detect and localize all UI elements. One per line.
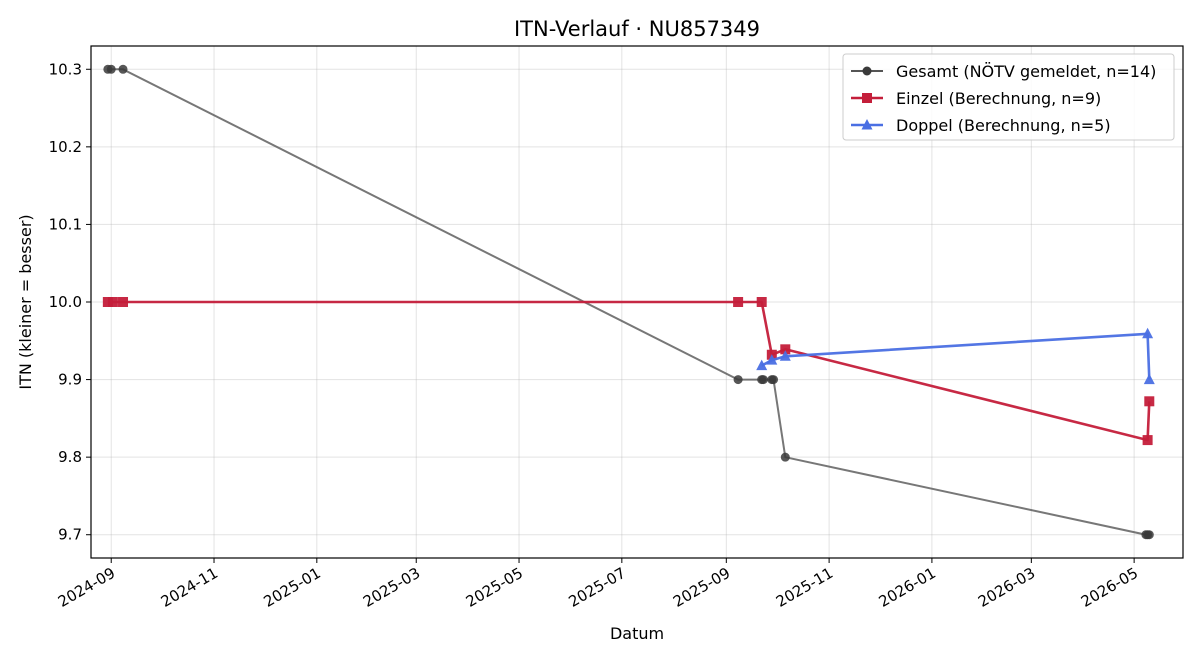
x-tick-label: 2025-05 (463, 564, 526, 611)
x-tick-label: 2025-09 (670, 564, 733, 611)
y-tick-label: 10.3 (49, 60, 82, 78)
x-tick-label: 2025-07 (566, 564, 629, 611)
legend-label-gesamt: Gesamt (NÖTV gemeldet, n=14) (896, 62, 1156, 81)
x-axis-label: Datum (610, 624, 664, 643)
x-tick-label: 2025-11 (773, 564, 836, 611)
data-point-doppel (766, 354, 778, 365)
data-point-einzel (1142, 435, 1153, 446)
data-point-gesamt (118, 64, 128, 74)
y-axis-label: ITN (kleiner = besser) (16, 214, 35, 389)
x-tick-label: 2024-11 (158, 564, 221, 611)
y-tick-label: 9.9 (58, 371, 82, 389)
legend-item-doppel: Doppel (Berechnung, n=5) (851, 116, 1111, 135)
legend-label-einzel: Einzel (Berechnung, n=9) (896, 89, 1101, 108)
y-tick-label: 9.8 (58, 448, 82, 466)
data-point-gesamt (758, 375, 768, 385)
y-tick-label: 10.1 (49, 215, 82, 233)
x-tick-label: 2024-09 (55, 564, 118, 611)
x-axis: 2024-09 2024-11 2025-01 2025-03 2025-05 2025-… (55, 558, 1141, 611)
legend-frame (842, 53, 1175, 141)
y-tick-label: 9.7 (58, 526, 82, 544)
x-tick-label: 2026-05 (1078, 564, 1141, 611)
data-point-einzel (118, 297, 129, 307)
data-point-einzel (107, 297, 118, 307)
legend-marker-einzel (862, 93, 872, 103)
data-point-einzel (780, 344, 791, 355)
data-point-einzel (102, 297, 113, 307)
y-tick-label: 10.0 (49, 293, 82, 311)
series-line-einzel (107, 300, 1151, 442)
data-point-gesamt (769, 375, 778, 385)
data-point-gesamt (1144, 530, 1154, 540)
data-point-einzel (733, 297, 744, 307)
legend-marker-doppel (861, 119, 873, 130)
x-tick-label: 2026-03 (975, 564, 1038, 611)
legend-marker-gesamt (862, 66, 872, 76)
x-tick-label: 2026-01 (876, 564, 939, 611)
x-tick-label: 2025-01 (261, 564, 324, 611)
data-point-doppel (756, 359, 768, 371)
data-point-gesamt (780, 452, 790, 462)
legend-item-einzel: Einzel (Berechnung, n=9) (851, 89, 1101, 108)
data-point-gesamt (106, 64, 116, 74)
series-layer (102, 64, 1155, 540)
legend-label-doppel: Doppel (Berechnung, n=5) (896, 116, 1111, 135)
series-doppel (756, 327, 1155, 385)
data-point-doppel (1142, 327, 1154, 339)
data-point-einzel (1144, 396, 1155, 407)
legend: Gesamt (NÖTV gemeldet, n=14) Einzel (Bere… (842, 53, 1175, 141)
data-point-doppel (779, 350, 791, 361)
legend-item-gesamt: Gesamt (NÖTV gemeldet, n=14) (851, 62, 1156, 81)
x-tick-label: 2025-03 (360, 564, 423, 611)
data-point-einzel (756, 297, 767, 307)
data-point-gesamt (733, 375, 743, 385)
series-einzel (102, 297, 1155, 446)
y-tick-label: 10.2 (49, 138, 82, 156)
y-axis: 9.7 9.8 9.9 10.0 10.1 10.2 10.3 (49, 60, 91, 544)
series-gesamt (103, 64, 1154, 540)
data-point-doppel (1143, 373, 1155, 385)
chart-title: ITN-Verlauf · NU857349 (514, 17, 760, 41)
